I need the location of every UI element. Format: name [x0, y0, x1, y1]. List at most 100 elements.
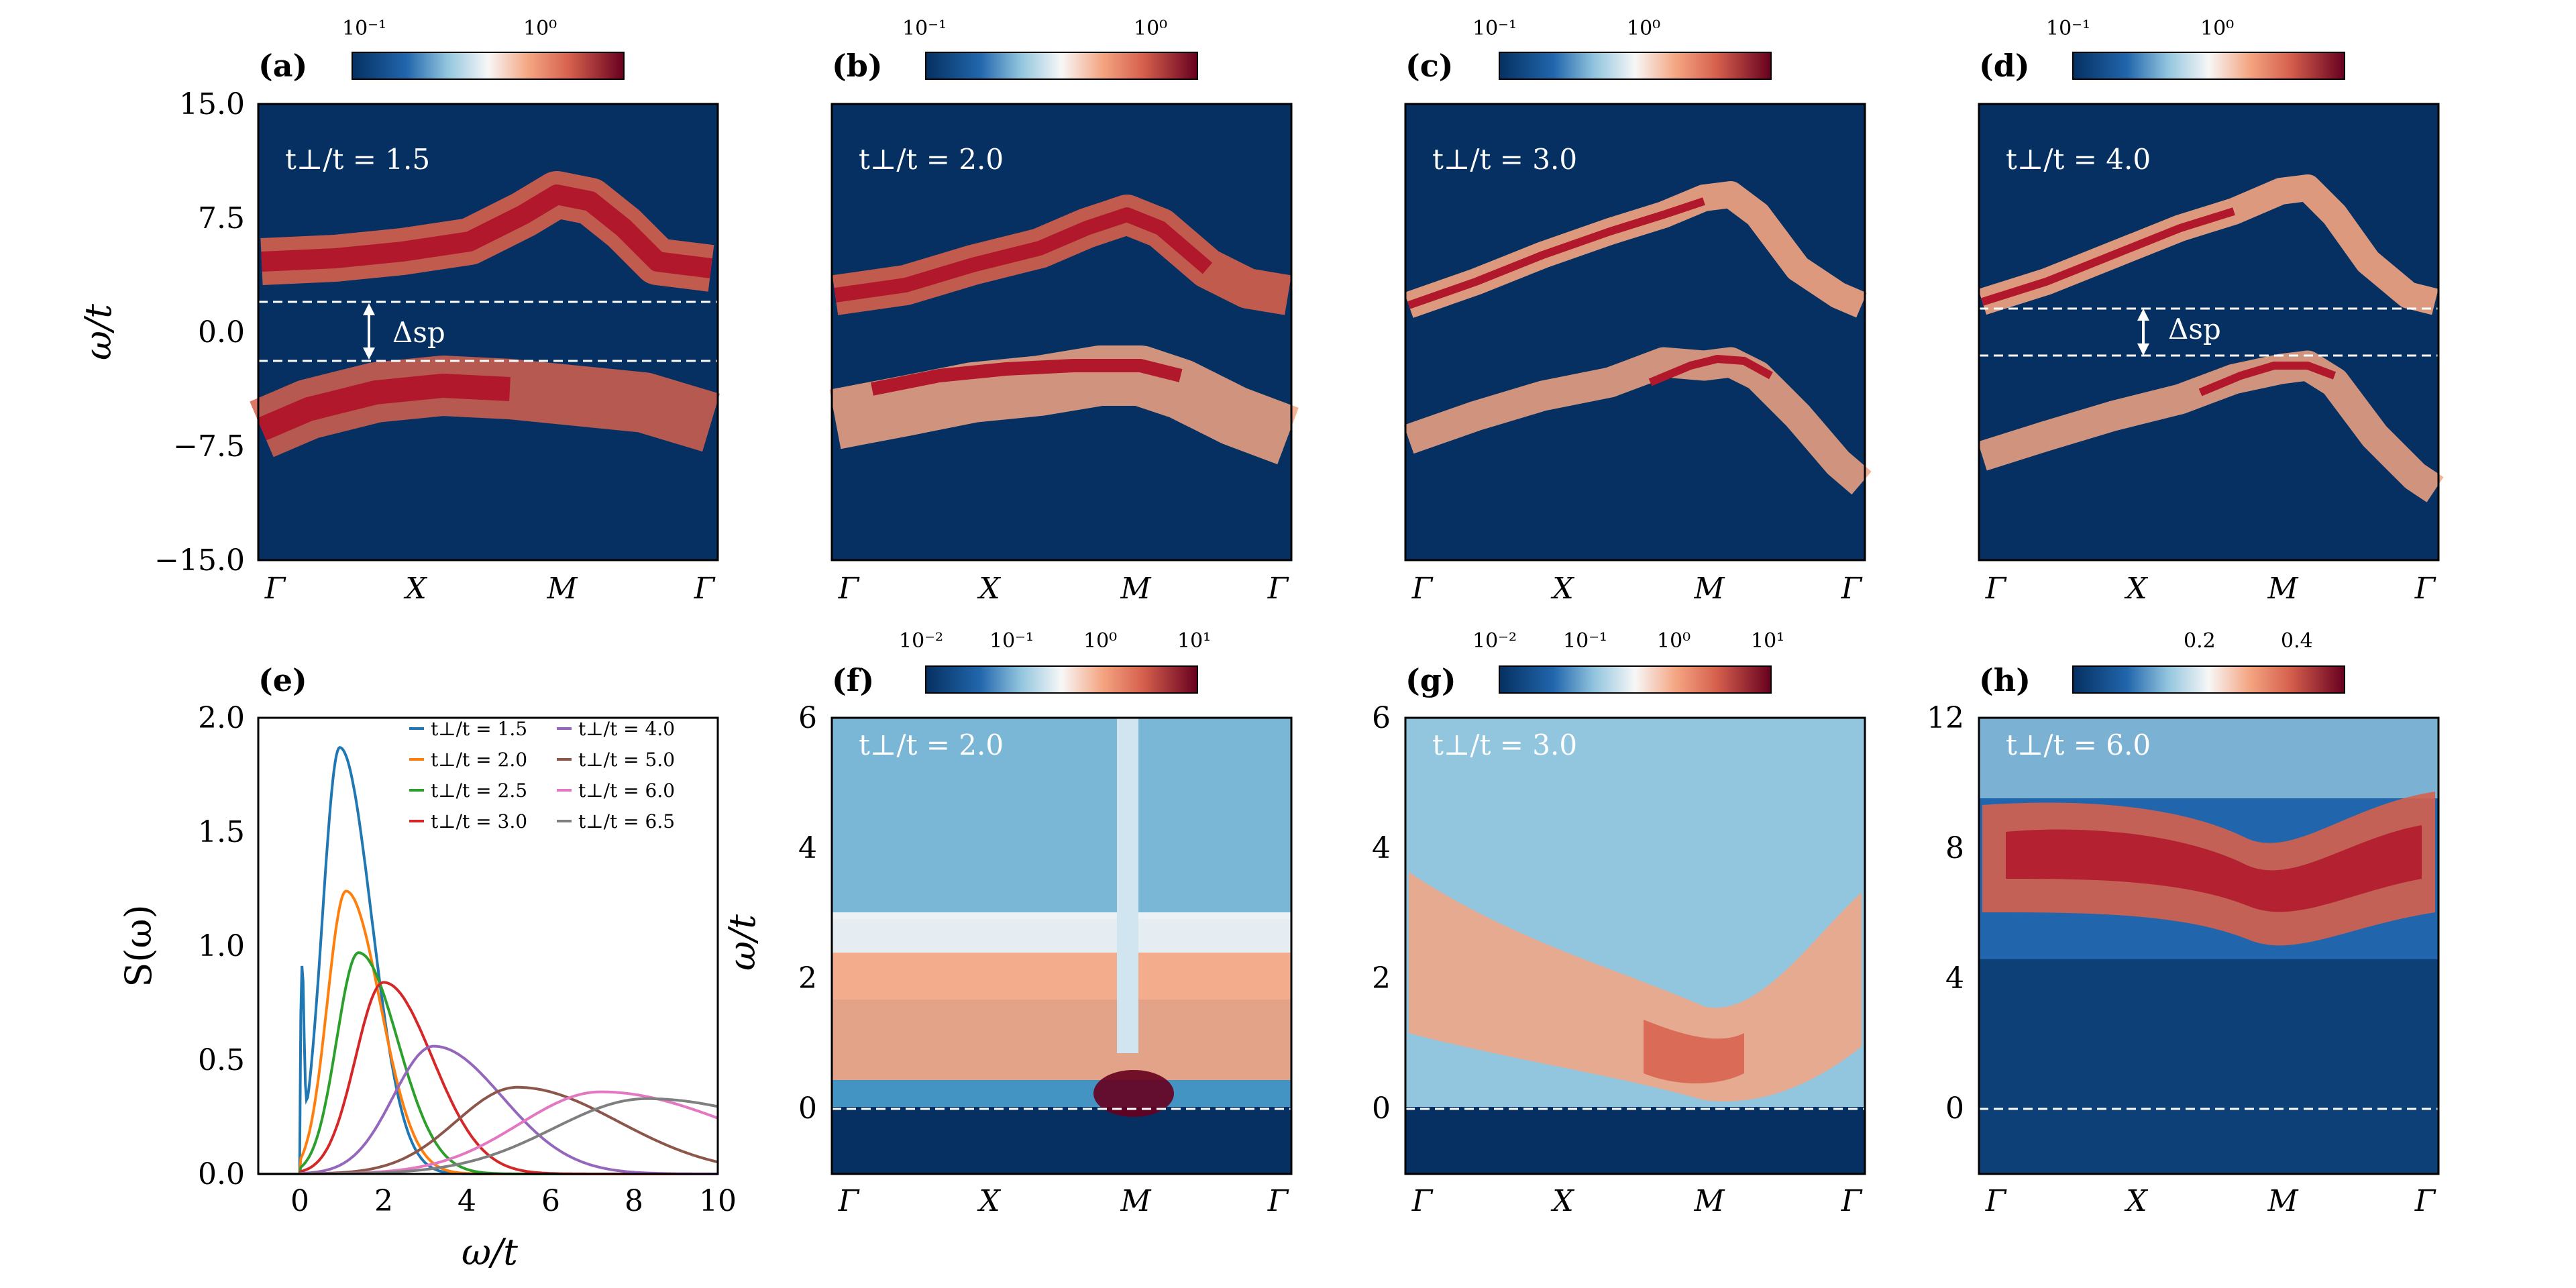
ytick-e-4: 0.5 — [198, 1043, 245, 1077]
heatmap-f-upper-region — [832, 718, 1291, 919]
colorbar-f-tick-1: 10⁻² — [899, 629, 943, 653]
colorbar-d-tick-2: 10⁰ — [2200, 17, 2234, 40]
gap-label-a: Δsp — [392, 316, 445, 349]
axes-frame-a — [257, 103, 719, 561]
annotation-a: t⊥/t = 1.5 — [285, 143, 430, 176]
colorbar-a-tick-1: 10⁻¹ — [342, 17, 386, 40]
heatmap-b-lower-band — [829, 345, 1299, 465]
colorbar-b — [925, 52, 1198, 80]
heatmap-d-lower-band-core — [2198, 362, 2337, 396]
heatmap-a-upper-band-core — [261, 184, 712, 278]
colorbar-d — [2072, 52, 2345, 80]
xtick-e-6: 10 — [699, 1184, 737, 1218]
colorbar-g-tick-2: 10⁻¹ — [1563, 629, 1607, 653]
annotation-b: t⊥/t = 2.0 — [859, 143, 1004, 176]
xtick-e-4: 6 — [541, 1184, 560, 1218]
xtick-b-1: Γ — [838, 572, 860, 606]
heatmap-d-background — [1979, 104, 2438, 560]
xtick-h-2: X — [2124, 1184, 2148, 1218]
heatmap-g-band-core — [1644, 1020, 1744, 1083]
legend-label-7: t⊥/t = 6.0 — [578, 780, 675, 802]
ytick-a-4: −7.5 — [173, 429, 245, 464]
gap-arrow-head-up-a — [363, 303, 375, 315]
heatmap-b-lower-band-core — [871, 359, 1183, 396]
series-line-5 — [258, 1044, 718, 1175]
panel-label-h: (h) — [1979, 662, 2031, 698]
legend-label-2: t⊥/t = 2.0 — [431, 749, 527, 771]
xtick-d-4: Γ — [2414, 572, 2436, 606]
xtick-g-2: X — [1550, 1184, 1574, 1218]
colorbar-f-tick-4: 10¹ — [1177, 629, 1211, 653]
xtick-a-4: Γ — [694, 572, 716, 606]
gap-arrow-head-down-a — [363, 347, 375, 360]
ytick-f-4: 0 — [798, 1091, 817, 1126]
annotation-c: t⊥/t = 3.0 — [1432, 143, 1577, 176]
axes-frame-f — [830, 716, 1293, 1175]
colorbar-c-tick-1: 10⁻¹ — [1472, 17, 1517, 40]
legend-e: t⊥/t = 1.5 t⊥/t = 2.0 t⊥/t = 2.5 t⊥/t = … — [409, 718, 675, 833]
colorbar-d-tick-1: 10⁻¹ — [2046, 17, 2090, 40]
colorbar-h-tick-2: 0.4 — [2281, 629, 2313, 653]
panel-label-d: (d) — [1979, 48, 2030, 84]
xtick-h-1: Γ — [1985, 1184, 2007, 1218]
colorbar-g — [1499, 665, 1772, 694]
colorbar-g-tick-3: 10⁰ — [1657, 629, 1690, 653]
heatmap-c-lower-band-core — [1648, 355, 1773, 386]
gap-label-d: Δsp — [2168, 313, 2221, 345]
heatmap-h-lower-dark — [1979, 959, 2438, 1174]
xtick-c-2: X — [1550, 572, 1574, 606]
colorbar-h-tick-1: 0.2 — [2184, 629, 2216, 653]
heatmap-h-top-fade — [1979, 718, 2438, 798]
panel-c: (c) 10⁻¹ 10⁰ t⊥/t = 3.0 Γ X M Γ — [1403, 17, 1872, 606]
legend-label-6: t⊥/t = 5.0 — [578, 749, 675, 771]
ytick-h-2: 8 — [1945, 831, 1964, 865]
ytick-f-1: 6 — [798, 701, 817, 735]
heatmap-f-m-column — [1117, 718, 1138, 1053]
xtick-e-3: 4 — [458, 1184, 476, 1218]
heatmap-a-lower-band-core — [256, 374, 511, 441]
ytick-h-4: 0 — [1945, 1091, 1964, 1126]
panel-d: (d) 10⁻¹ 10⁰ Δsp t⊥/t = 4.0 Γ X M Γ — [1978, 17, 2444, 606]
colorbar-f-tick-2: 10⁻¹ — [989, 629, 1034, 653]
colorbar-c — [1499, 52, 1772, 80]
ytick-a-3: 0.0 — [198, 315, 245, 350]
colorbar-g-tick-4: 10¹ — [1751, 629, 1784, 653]
axes-frame-d — [1978, 103, 2440, 561]
ytick-e-3: 1.0 — [198, 929, 245, 963]
ytick-f-3: 2 — [798, 961, 817, 996]
heatmap-g-band — [1409, 872, 1862, 1102]
xtick-g-4: Γ — [1841, 1184, 1863, 1218]
annotation-g: t⊥/t = 3.0 — [1432, 729, 1577, 761]
panel-g: (g) 10⁻² 10⁻¹ 10⁰ 10¹ t⊥/t = 3.0 6 4 2 0… — [1372, 629, 1866, 1218]
ytick-g-1: 6 — [1372, 701, 1391, 735]
xtick-f-2: X — [977, 1184, 1001, 1218]
heatmap-f-low-dark — [832, 1107, 1291, 1174]
xtick-d-1: Γ — [1985, 572, 2007, 606]
ytick-f-2: 4 — [798, 831, 817, 865]
xtick-b-4: Γ — [1267, 572, 1289, 606]
colorbar-f — [925, 665, 1198, 694]
ytick-g-4: 0 — [1372, 1091, 1391, 1126]
xtick-f-1: Γ — [838, 1184, 860, 1218]
axes-frame-g — [1404, 716, 1866, 1175]
heatmap-f-m-peak — [1093, 1070, 1174, 1117]
heatmap-a-background — [258, 104, 718, 560]
panel-label-g: (g) — [1405, 662, 1456, 698]
ytick-a-1: 15.0 — [179, 87, 245, 121]
xtick-f-4: Γ — [1267, 1184, 1289, 1218]
colorbar-b-tick-1: 10⁻¹ — [902, 17, 947, 40]
colorbar-b-tick-2: 10⁰ — [1134, 17, 1167, 40]
ytick-e-5: 0.0 — [198, 1157, 245, 1191]
legend-label-8: t⊥/t = 6.5 — [578, 810, 675, 833]
heatmap-b-background — [832, 104, 1291, 560]
panel-label-c: (c) — [1405, 48, 1454, 84]
panel-f: (f) 10⁻² 10⁻¹ 10⁰ 10¹ t⊥/t = 2.0 6 4 2 0… — [721, 629, 1293, 1218]
colorbar-a — [352, 52, 625, 80]
heatmap-c-background — [1405, 104, 1865, 560]
axes-frame-h — [1978, 716, 2440, 1175]
axes-frame-b — [830, 103, 1293, 561]
xtick-a-3: M — [546, 572, 578, 606]
xtick-g-1: Γ — [1411, 1184, 1434, 1218]
ylabel-f: ω/t — [721, 914, 763, 971]
